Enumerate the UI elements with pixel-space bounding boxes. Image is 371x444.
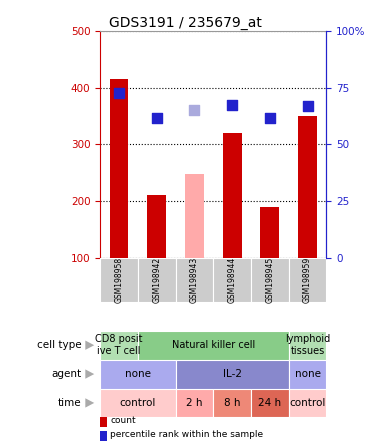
Point	[154, 114, 160, 121]
Bar	[289, 360, 326, 388]
Text: control: control	[289, 398, 326, 408]
Text: control: control	[120, 398, 156, 408]
Text: 8 h: 8 h	[224, 398, 240, 408]
Text: lymphoid
tissues: lymphoid tissues	[285, 334, 330, 356]
Bar	[298, 116, 317, 258]
Bar	[213, 388, 251, 417]
Text: none: none	[295, 369, 321, 379]
Bar	[185, 174, 204, 258]
Bar	[289, 258, 326, 302]
Text: none: none	[125, 369, 151, 379]
Bar	[223, 133, 242, 258]
Text: GSM198945: GSM198945	[265, 257, 275, 303]
Text: GSM198942: GSM198942	[152, 257, 161, 303]
Point	[229, 101, 235, 108]
Polygon shape	[85, 369, 94, 379]
Polygon shape	[85, 341, 94, 350]
Text: percentile rank within the sample: percentile rank within the sample	[111, 430, 263, 439]
Point	[305, 102, 311, 109]
Bar	[251, 388, 289, 417]
Text: 24 h: 24 h	[258, 398, 282, 408]
Bar	[289, 388, 326, 417]
Text: 2 h: 2 h	[186, 398, 203, 408]
Bar	[175, 388, 213, 417]
Text: agent: agent	[52, 369, 82, 379]
Text: GSM198944: GSM198944	[228, 257, 237, 303]
Bar	[260, 206, 279, 258]
Bar	[100, 258, 138, 302]
Text: GSM198958: GSM198958	[115, 257, 124, 303]
Text: time: time	[58, 398, 82, 408]
Bar	[147, 195, 166, 258]
Bar	[138, 258, 175, 302]
Bar	[175, 360, 289, 388]
Point	[191, 107, 197, 114]
Text: count: count	[111, 416, 136, 425]
Point	[267, 114, 273, 121]
Bar	[100, 360, 175, 388]
Text: CD8 posit
ive T cell: CD8 posit ive T cell	[95, 334, 143, 356]
Bar	[100, 331, 138, 360]
Bar	[213, 258, 251, 302]
Bar	[109, 79, 128, 258]
Point	[116, 90, 122, 97]
Text: GDS3191 / 235679_at: GDS3191 / 235679_at	[109, 16, 262, 30]
Text: GSM198959: GSM198959	[303, 257, 312, 303]
Text: IL-2: IL-2	[223, 369, 242, 379]
Polygon shape	[85, 398, 94, 408]
Bar	[251, 258, 289, 302]
Bar	[289, 331, 326, 360]
Bar	[138, 331, 289, 360]
Text: GSM198943: GSM198943	[190, 257, 199, 303]
Text: Natural killer cell: Natural killer cell	[172, 340, 255, 350]
Bar	[100, 388, 175, 417]
Text: cell type: cell type	[37, 340, 82, 350]
Bar	[175, 258, 213, 302]
